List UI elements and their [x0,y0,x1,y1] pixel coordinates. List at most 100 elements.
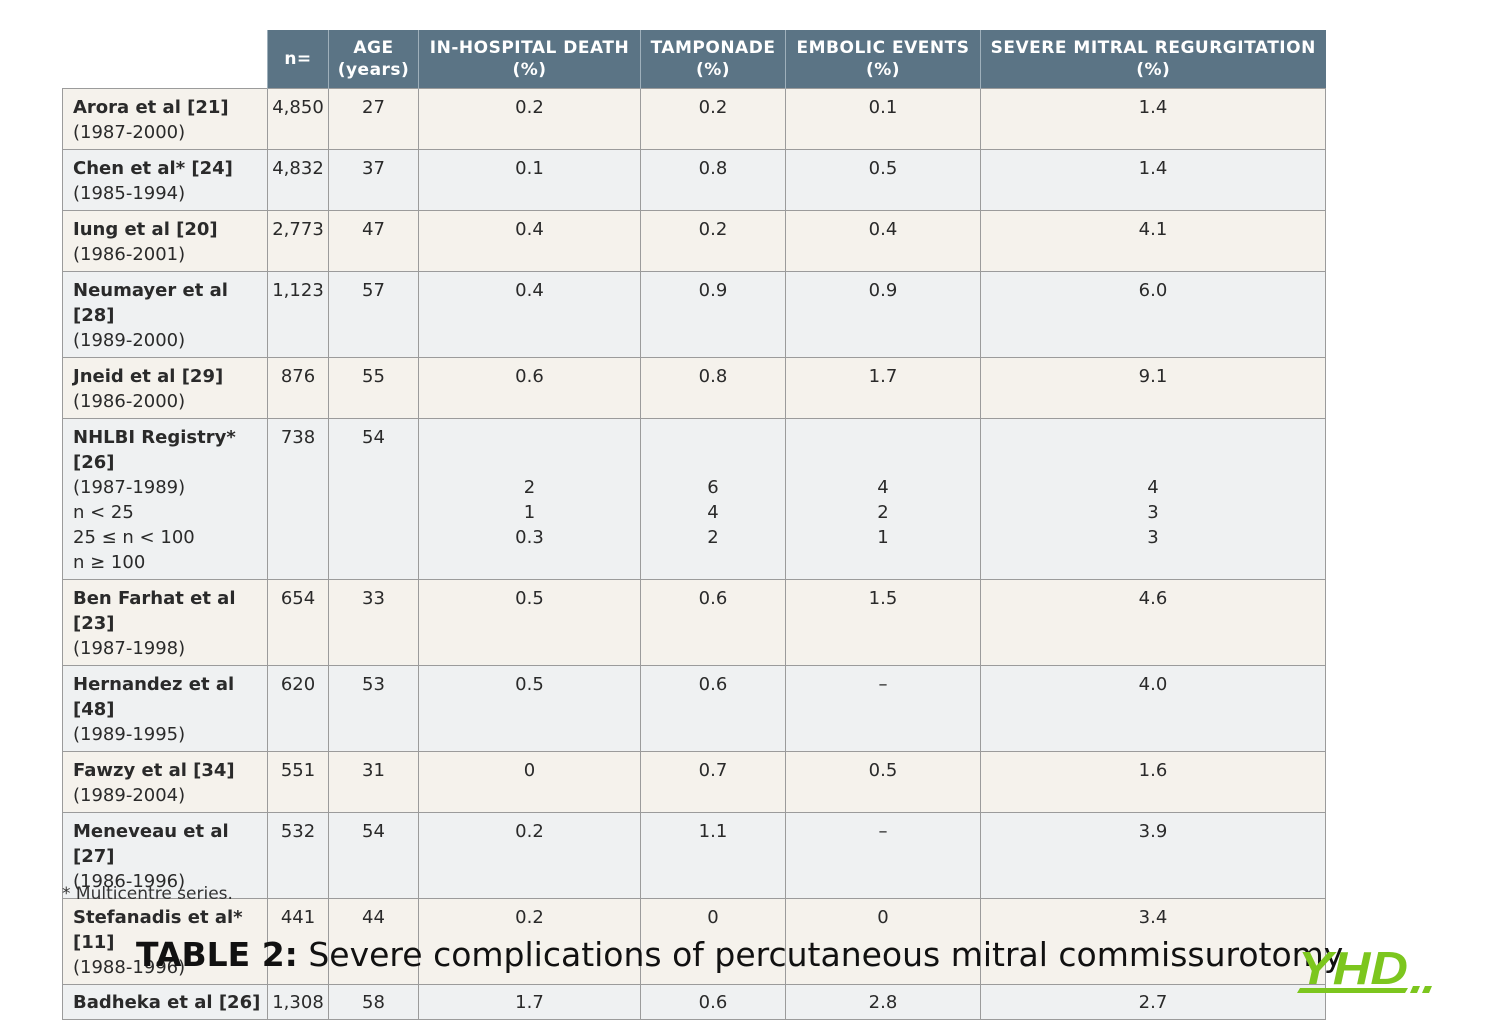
study-cell: Hernandez et al [48] (1989-1995) [62,665,268,752]
n-cell: 532 [267,812,329,899]
table-row: Badheka et al [26] 1,308 58 1.7 0.6 2.8 … [62,984,1326,1020]
death-cell: 0.5 [418,665,641,752]
mitral-cell: 2.7 [980,984,1326,1020]
header-age: AGE (years) [328,30,419,89]
embolic-cell: 0.1 [785,88,981,150]
study-cell: Iung et al [20] (1986-2001) [62,210,268,272]
embolic-cell: 0.4 [785,210,981,272]
table-row: Hernandez et al [48] (1989-1995) 620 53 0… [62,665,1326,752]
mitral-cell: 1.6 [980,751,1326,813]
header-n: n= [267,30,329,89]
tamponade-cell: 0.7 [640,751,786,813]
study-cell: Stefanadis et al* [11] (1988-1996) [62,898,268,985]
mitral-cell: 4.1 [980,210,1326,272]
n-cell: 4,850 [267,88,329,150]
death-cell: 0.6 [418,357,641,419]
age-cell: 57 [328,271,419,358]
death-cell: 1.7 [418,984,641,1020]
mitral-cell: 1.4 [980,149,1326,211]
death-cell: 0 [418,751,641,813]
embolic-cell: 1.5 [785,579,981,666]
age-cell: 37 [328,149,419,211]
table-row: Neumayer et al [28] (1989-2000) 1,123 57 … [62,271,1326,358]
n-cell: 620 [267,665,329,752]
header-mitral: SEVERE MITRAL REGURGITATION (%) [980,30,1326,89]
death-cell: 2 1 0.3 [418,418,641,580]
mitral-cell: 3.9 [980,812,1326,899]
age-cell: 44 [328,898,419,985]
footnote: * Multicentre series. [62,884,233,904]
age-cell: 31 [328,751,419,813]
header-blank [62,30,268,89]
death-cell: 0.4 [418,210,641,272]
table-row: Arora et al [21] (1987-2000) 4,850 27 0.2… [62,88,1326,150]
caption-text: Severe complications of percutaneous mit… [297,935,1344,974]
tamponade-cell: 0.8 [640,149,786,211]
study-cell: Neumayer et al [28] (1989-2000) [62,271,268,358]
tamponade-cell: 0.6 [640,579,786,666]
death-cell: 0.4 [418,271,641,358]
n-cell: 1,123 [267,271,329,358]
complications-table: n= AGE (years) IN-HOSPITAL DEATH (%) TAMPO… [62,30,1326,1020]
study-cell: NHLBI Registry* [26] (1987-1989) n < 25 … [62,418,268,580]
embolic-cell: 0.5 [785,751,981,813]
age-cell: 58 [328,984,419,1020]
embolic-cell: 0.5 [785,149,981,211]
logo-text: YHD [1298,944,1408,994]
study-cell: Badheka et al [26] [62,984,268,1020]
n-cell: 654 [267,579,329,666]
table-row: Jneid et al [29] (1986-2000) 876 55 0.6 0… [62,357,1326,419]
death-cell: 0.2 [418,898,641,985]
embolic-cell: 1.7 [785,357,981,419]
death-cell: 0.2 [418,88,641,150]
logo-tick [1422,986,1432,993]
n-cell: 876 [267,357,329,419]
study-cell: Chen et al* [24] (1985-1994) [62,149,268,211]
age-cell: 54 [328,418,419,580]
table-row: Iung et al [20] (1986-2001) 2,773 47 0.4 … [62,210,1326,272]
mitral-cell: 4.0 [980,665,1326,752]
age-cell: 55 [328,357,419,419]
death-cell: 0.2 [418,812,641,899]
tamponade-cell: 0.2 [640,88,786,150]
tamponade-cell: 0.8 [640,357,786,419]
tamponade-cell: 0 [640,898,786,985]
table-row: NHLBI Registry* [26] (1987-1989) n < 25 … [62,418,1326,580]
embolic-cell: – [785,812,981,899]
age-cell: 33 [328,579,419,666]
death-cell: 0.1 [418,149,641,211]
header-embolic: EMBOLIC EVENTS (%) [785,30,981,89]
age-cell: 27 [328,88,419,150]
embolic-cell: 2.8 [785,984,981,1020]
tamponade-cell: 1.1 [640,812,786,899]
n-cell: 2,773 [267,210,329,272]
logo-tick [1410,986,1420,993]
logo-underline [1297,988,1408,993]
yhd-logo: YHD [1297,944,1432,994]
embolic-cell: – [785,665,981,752]
header-tamponade: TAMPONADE (%) [640,30,786,89]
header-row: n= AGE (years) IN-HOSPITAL DEATH (%) TAMPO… [62,30,1326,89]
mitral-cell: 9.1 [980,357,1326,419]
study-cell: Meneveau et al [27] (1986-1996) [62,812,268,899]
n-cell: 4,832 [267,149,329,211]
header-death: IN-HOSPITAL DEATH (%) [418,30,641,89]
table-caption: TABLE 2: Severe complications of percuta… [136,935,1343,974]
n-cell: 551 [267,751,329,813]
embolic-cell: 0 [785,898,981,985]
table-row: Ben Farhat et al [23] (1987-1998) 654 33 … [62,579,1326,666]
tamponade-cell: 0.6 [640,665,786,752]
table-row: Meneveau et al [27] (1986-1996) 532 54 0.… [62,812,1326,899]
n-cell: 441 [267,898,329,985]
table-row: Stefanadis et al* [11] (1988-1996) 441 44… [62,898,1326,985]
age-cell: 47 [328,210,419,272]
study-cell: Fawzy et al [34] (1989-2004) [62,751,268,813]
mitral-cell: 6.0 [980,271,1326,358]
age-cell: 53 [328,665,419,752]
n-cell: 1,308 [267,984,329,1020]
embolic-cell: 0.9 [785,271,981,358]
tamponade-cell: 0.9 [640,271,786,358]
age-cell: 54 [328,812,419,899]
